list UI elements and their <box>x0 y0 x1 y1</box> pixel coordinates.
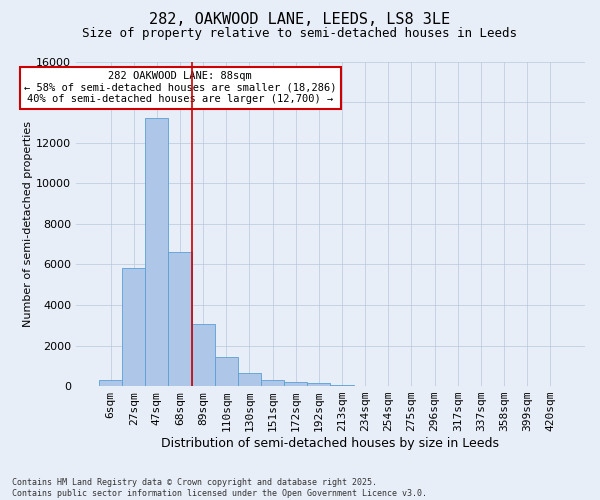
Bar <box>191 324 215 386</box>
Text: Size of property relative to semi-detached houses in Leeds: Size of property relative to semi-detach… <box>83 28 517 40</box>
X-axis label: Distribution of semi-detached houses by size in Leeds: Distribution of semi-detached houses by … <box>161 437 499 450</box>
Bar <box>122 268 145 386</box>
Bar <box>215 356 238 386</box>
Bar <box>99 380 122 386</box>
Bar <box>307 383 331 386</box>
Bar <box>261 380 284 386</box>
Bar <box>145 118 169 386</box>
Y-axis label: Number of semi-detached properties: Number of semi-detached properties <box>23 121 33 327</box>
Bar <box>284 382 307 386</box>
Text: 282 OAKWOOD LANE: 88sqm
← 58% of semi-detached houses are smaller (18,286)
40% o: 282 OAKWOOD LANE: 88sqm ← 58% of semi-de… <box>24 71 337 104</box>
Bar <box>169 252 191 386</box>
Text: 282, OAKWOOD LANE, LEEDS, LS8 3LE: 282, OAKWOOD LANE, LEEDS, LS8 3LE <box>149 12 451 28</box>
Text: Contains HM Land Registry data © Crown copyright and database right 2025.
Contai: Contains HM Land Registry data © Crown c… <box>12 478 427 498</box>
Bar <box>238 373 261 386</box>
Bar <box>331 385 353 386</box>
